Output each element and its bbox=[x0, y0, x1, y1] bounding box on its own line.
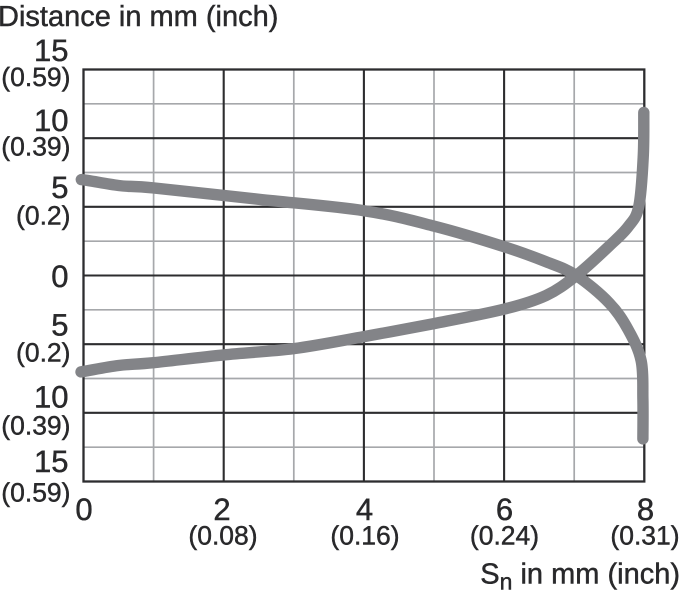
svg-text:15: 15 bbox=[34, 33, 68, 68]
svg-text:15: 15 bbox=[34, 444, 68, 479]
svg-text:(0.59): (0.59) bbox=[1, 62, 70, 92]
svg-text:(0.39): (0.39) bbox=[1, 411, 70, 441]
svg-text:10: 10 bbox=[34, 103, 68, 138]
svg-text:5: 5 bbox=[51, 308, 68, 343]
svg-text:0: 0 bbox=[51, 259, 68, 294]
svg-text:(0.2): (0.2) bbox=[16, 338, 71, 368]
svg-text:10: 10 bbox=[34, 380, 68, 415]
svg-text:(0.59): (0.59) bbox=[1, 478, 70, 508]
svg-text:4: 4 bbox=[356, 492, 373, 527]
svg-text:(0.24): (0.24) bbox=[470, 521, 539, 551]
svg-text:0: 0 bbox=[75, 492, 92, 527]
svg-text:8: 8 bbox=[637, 492, 654, 527]
svg-text:(0.16): (0.16) bbox=[330, 521, 399, 551]
svg-text:2: 2 bbox=[213, 492, 230, 527]
svg-text:Distance in mm (inch): Distance in mm (inch) bbox=[0, 1, 278, 33]
svg-text:5: 5 bbox=[51, 170, 68, 205]
svg-text:(0.08): (0.08) bbox=[188, 521, 257, 551]
svg-text:(0.39): (0.39) bbox=[1, 132, 70, 162]
svg-text:Sn in mm (inch): Sn in mm (inch) bbox=[480, 559, 679, 595]
svg-text:6: 6 bbox=[496, 492, 513, 527]
svg-text:(0.31): (0.31) bbox=[610, 521, 679, 551]
svg-text:(0.2): (0.2) bbox=[16, 201, 71, 231]
